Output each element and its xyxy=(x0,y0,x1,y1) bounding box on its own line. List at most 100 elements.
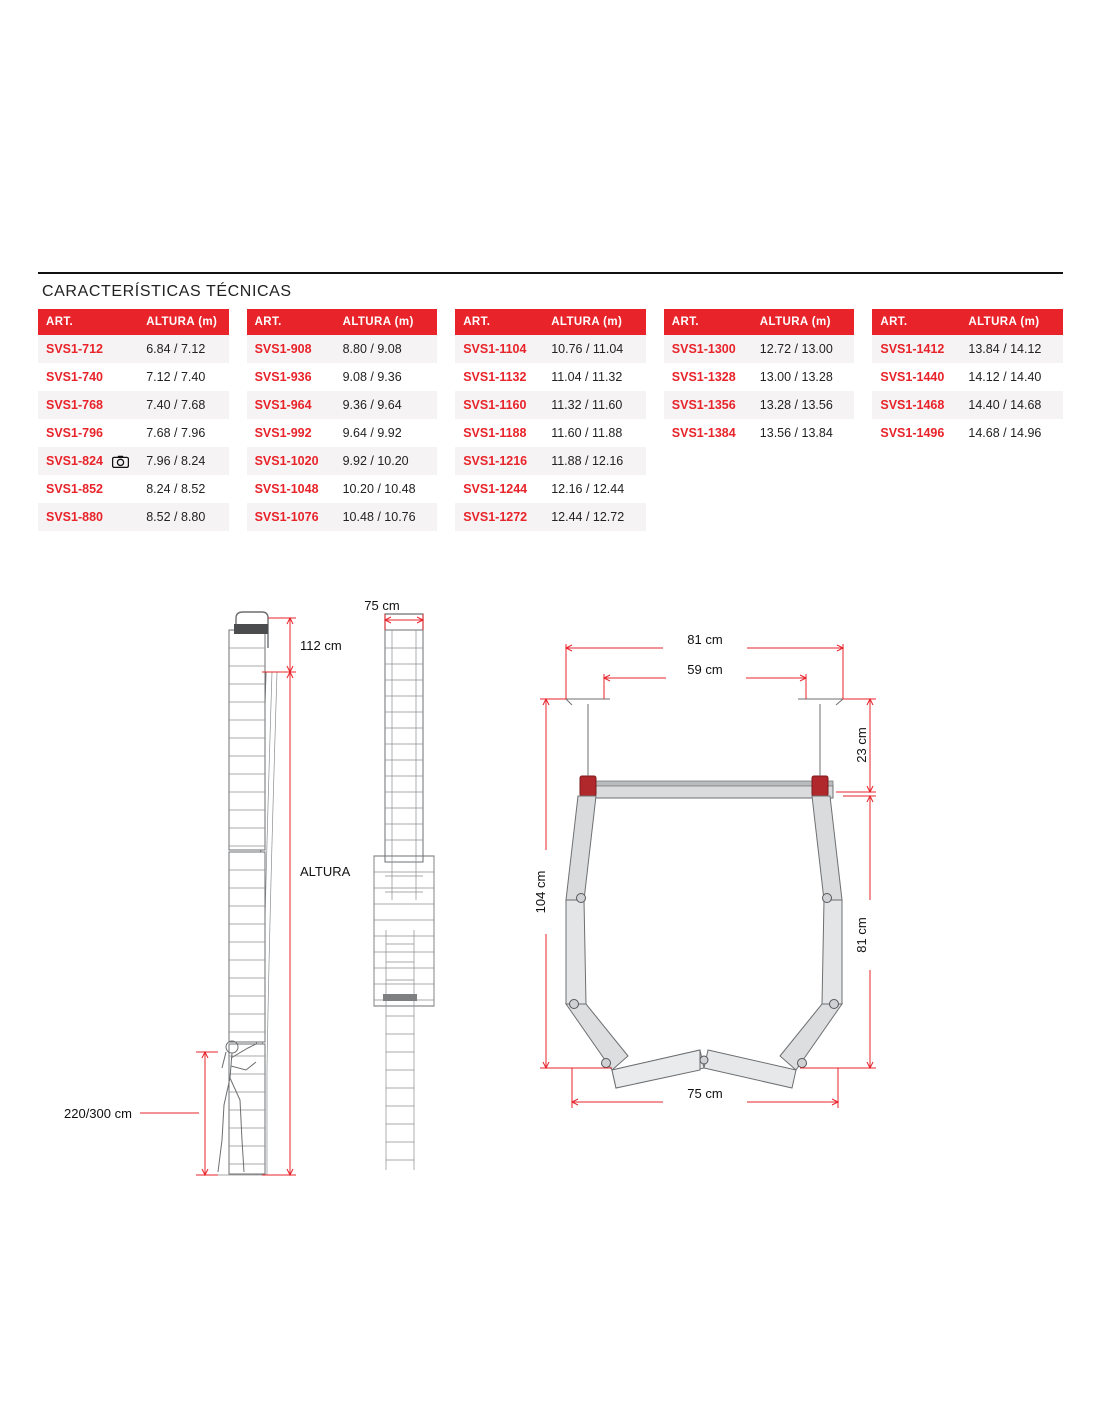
cell-art: SVS1-768 xyxy=(46,398,103,412)
cell-altura: 14.68 / 14.96 xyxy=(968,426,1042,440)
section-title: CARACTERÍSTICAS TÉCNICAS xyxy=(42,283,292,300)
cell-art: SVS1-1020 xyxy=(254,454,319,468)
table-row: SVS1-796 7.68 / 7.96 xyxy=(38,419,229,447)
table-row: SVS1-768 7.40 / 7.68 xyxy=(38,391,229,419)
cell-altura: 13.28 / 13.56 xyxy=(759,398,833,412)
table-header-row: ART. ALTURA (m) xyxy=(663,309,855,335)
table-row: SVS1-1132 11.04 / 11.32 xyxy=(455,363,646,391)
dim-plan-81-right: 81 cm xyxy=(800,794,876,1070)
dim-label-75-bottom: 75 cm xyxy=(687,1086,722,1101)
header-altura: ALTURA (m) xyxy=(759,316,831,328)
table-header-row: ART. ALTURA (m) xyxy=(455,309,646,335)
table-row: SVS1-1328 13.00 / 13.28 xyxy=(663,363,855,391)
cell-altura: 7.68 / 7.96 xyxy=(146,426,206,440)
cell-altura: 10.76 / 11.04 xyxy=(551,342,624,356)
cell-art: SVS1-1104 xyxy=(463,342,527,356)
cell-art: SVS1-852 xyxy=(46,482,103,496)
dim-label-81-right: 81 cm xyxy=(854,917,869,952)
camera-icon xyxy=(112,455,130,469)
cell-art: SVS1-880 xyxy=(46,510,103,524)
dim-plan-23: 23 cm xyxy=(836,697,876,794)
cell-art: SVS1-1496 xyxy=(880,426,945,440)
dim-plan-59: 59 cm xyxy=(602,662,808,699)
cell-art: SVS1-992 xyxy=(254,426,312,440)
cell-altura: 11.88 / 12.16 xyxy=(551,454,624,468)
cell-altura: 8.52 / 8.80 xyxy=(146,510,206,524)
dim-label-104: 104 cm xyxy=(533,871,548,914)
cell-art: SVS1-1440 xyxy=(880,370,945,384)
table-header-row: ART. ALTURA (m) xyxy=(38,309,229,335)
cell-altura: 9.36 / 9.64 xyxy=(342,398,402,412)
table-row: SVS1-1160 11.32 / 11.60 xyxy=(455,391,646,419)
cell-altura: 12.16 / 12.44 xyxy=(551,482,625,496)
cell-art: SVS1-908 xyxy=(254,342,312,356)
header-art: ART. xyxy=(463,316,491,328)
table-row: SVS1-1300 12.72 / 13.00 xyxy=(663,335,855,363)
cell-art: SVS1-1384 xyxy=(671,426,736,440)
cell-altura: 13.84 / 14.12 xyxy=(968,342,1042,356)
cell-art: SVS1-1132 xyxy=(463,370,527,384)
table-row: SVS1-1104 10.76 / 11.04 xyxy=(455,335,646,363)
dim-plan-75-bottom: 75 cm xyxy=(570,1068,840,1110)
table-row: SVS1-1076 10.48 / 10.76 xyxy=(246,503,438,531)
cell-art: SVS1-712 xyxy=(46,342,103,356)
section-divider xyxy=(38,272,1063,274)
cell-art: SVS1-796 xyxy=(46,426,103,440)
table-row: SVS1-936 9.08 / 9.36 xyxy=(246,363,438,391)
cell-art: SVS1-1328 xyxy=(671,370,736,384)
cell-art: SVS1-1188 xyxy=(463,426,527,440)
header-altura: ALTURA (m) xyxy=(146,316,218,328)
cell-altura: 13.56 / 13.84 xyxy=(759,426,833,440)
spec-table-3: ART. ALTURA (m) SVS1-1104 10.76 / 11.04 S… xyxy=(455,309,646,531)
cell-altura: 9.92 / 10.20 xyxy=(342,454,409,468)
cell-art: SVS1-1356 xyxy=(671,398,736,412)
table-row: SVS1-992 9.64 / 9.92 xyxy=(246,419,438,447)
dim-label-front-75: 75 cm xyxy=(364,600,399,613)
table-row: SVS1-1440 14.12 / 14.40 xyxy=(872,363,1063,391)
table-row: SVS1-1412 13.84 / 14.12 xyxy=(872,335,1063,363)
drawing-side-view: 112 cm ALTURA 220/300 cm xyxy=(64,611,351,1177)
spec-table-2: ART. ALTURA (m) SVS1-908 8.80 / 9.08 SVS1… xyxy=(246,309,438,531)
cell-altura: 6.84 / 7.12 xyxy=(146,342,206,356)
table-row: SVS1-908 8.80 / 9.08 xyxy=(246,335,438,363)
cell-altura: 11.04 / 11.32 xyxy=(551,370,623,384)
table-row: SVS1-1048 10.20 / 10.48 xyxy=(246,475,438,503)
technical-specs-section: CARACTERÍSTICAS TÉCNICAS ART. ALTURA (m)… xyxy=(38,272,1063,531)
cell-art: SVS1-936 xyxy=(254,370,312,384)
table-row: SVS1-852 8.24 / 8.52 xyxy=(38,475,229,503)
table-row: SVS1-740 7.12 / 7.40 xyxy=(38,363,229,391)
cell-art: SVS1-740 xyxy=(46,370,103,384)
dim-plan-81-outer: 81 cm xyxy=(564,632,845,699)
dim-label-altura: ALTURA xyxy=(300,864,351,879)
table-row: SVS1-1468 14.40 / 14.68 xyxy=(872,391,1063,419)
spec-table-5: ART. ALTURA (m) SVS1-1412 13.84 / 14.12 S… xyxy=(872,309,1063,447)
table-row: SVS1-824 7.96 / 8.24 xyxy=(38,447,229,475)
header-art: ART. xyxy=(254,316,282,328)
header-altura: ALTURA (m) xyxy=(342,316,414,328)
cell-altura: 9.08 / 9.36 xyxy=(342,370,402,384)
cell-altura: 11.60 / 11.88 xyxy=(551,426,623,440)
table-row: SVS1-1356 13.28 / 13.56 xyxy=(663,391,855,419)
cell-art: SVS1-1048 xyxy=(254,482,319,496)
table-row: SVS1-1244 12.16 / 12.44 xyxy=(455,475,646,503)
cell-art: SVS1-1076 xyxy=(254,510,319,524)
cell-altura: 7.96 / 8.24 xyxy=(146,454,206,468)
dim-label-112: 112 cm xyxy=(300,638,342,653)
cell-art: SVS1-1412 xyxy=(880,342,945,356)
cell-altura: 9.64 / 9.92 xyxy=(342,426,402,440)
cell-altura: 14.12 / 14.40 xyxy=(968,370,1042,384)
table-row: SVS1-1384 13.56 / 13.84 xyxy=(663,419,855,447)
header-art: ART. xyxy=(671,316,699,328)
dim-plan-104: 104 cm xyxy=(533,697,612,1070)
cell-altura: 7.40 / 7.68 xyxy=(146,398,206,412)
table-row: SVS1-880 8.52 / 8.80 xyxy=(38,503,229,531)
dim-ground-220-300: 220/300 cm xyxy=(64,1050,218,1177)
table-row: SVS1-1188 11.60 / 11.88 xyxy=(455,419,646,447)
drawing-front-view: 75 cm xyxy=(364,600,435,1170)
cell-altura: 7.12 / 7.40 xyxy=(146,370,206,384)
cell-altura: 11.32 / 11.60 xyxy=(551,398,623,412)
cell-altura: 13.00 / 13.28 xyxy=(759,370,833,384)
cell-altura: 10.20 / 10.48 xyxy=(342,482,416,496)
cell-art: SVS1-824 xyxy=(38,447,138,475)
table-header-row: ART. ALTURA (m) xyxy=(872,309,1063,335)
